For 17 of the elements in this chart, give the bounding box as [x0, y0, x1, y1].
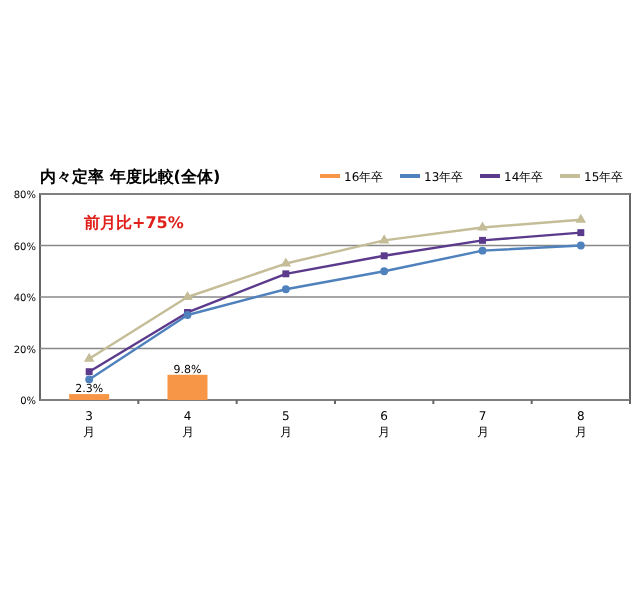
point: [380, 267, 389, 276]
point: [380, 252, 388, 260]
point: [282, 270, 290, 278]
point: [85, 368, 93, 376]
point: [577, 229, 585, 237]
point: [479, 236, 486, 244]
point: [477, 221, 488, 231]
point: [575, 213, 587, 223]
point: [281, 285, 290, 294]
point: [478, 246, 487, 255]
point: [182, 290, 193, 301]
chart-title: 内々定率 年度比較(全体): [40, 166, 221, 186]
point: [378, 234, 390, 244]
point: [83, 352, 95, 362]
point: [576, 241, 585, 250]
point: [280, 257, 292, 267]
annotation: 前月比+75%: [82, 214, 184, 232]
